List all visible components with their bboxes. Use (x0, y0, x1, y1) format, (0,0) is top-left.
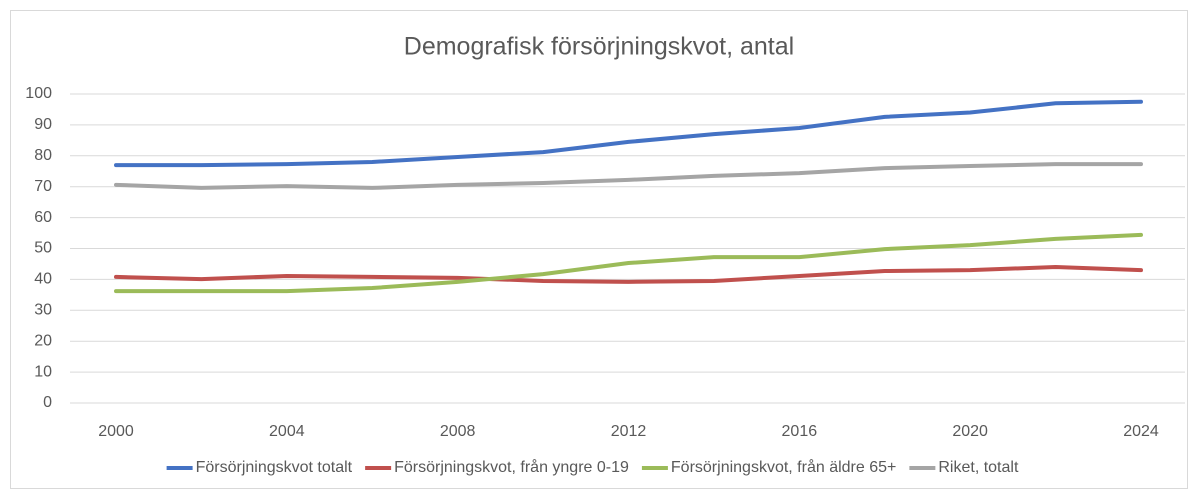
y-tick-label: 100 (25, 85, 52, 102)
chart-title: Demografisk försörjningskvot, antal (404, 33, 794, 61)
y-tick-label: 10 (34, 363, 52, 380)
y-tick-label: 80 (34, 147, 52, 164)
x-tick-label: 2000 (98, 423, 134, 440)
legend-label: Försörjningskvot, från yngre 0-19 (394, 458, 629, 476)
y-tick-label: 70 (34, 178, 52, 195)
chart-frame (10, 10, 1188, 489)
y-tick-label: 90 (34, 116, 52, 133)
legend-label: Riket, totalt (938, 459, 1019, 476)
y-tick-label: 60 (34, 209, 52, 226)
x-tick-label: 2016 (782, 423, 818, 440)
y-tick-label: 30 (34, 302, 52, 319)
legend-label: Försörjningskvot totalt (196, 459, 353, 476)
x-tick-label: 2020 (952, 423, 988, 440)
series-line (114, 99, 1143, 168)
legend-label: Försörjningskvot, från äldre 65+ (671, 458, 896, 476)
x-tick-label: 2004 (269, 423, 305, 440)
y-tick-label: 0 (43, 394, 52, 411)
series-line (114, 265, 1143, 284)
series-line (114, 232, 1143, 294)
y-tick-label: 50 (34, 240, 52, 257)
series-line (114, 162, 1143, 190)
x-tick-label: 2024 (1123, 423, 1159, 440)
x-tick-label: 2008 (440, 423, 476, 440)
x-tick-label: 2012 (611, 423, 647, 440)
y-tick-label: 20 (34, 332, 52, 349)
y-tick-label: 40 (34, 271, 52, 288)
